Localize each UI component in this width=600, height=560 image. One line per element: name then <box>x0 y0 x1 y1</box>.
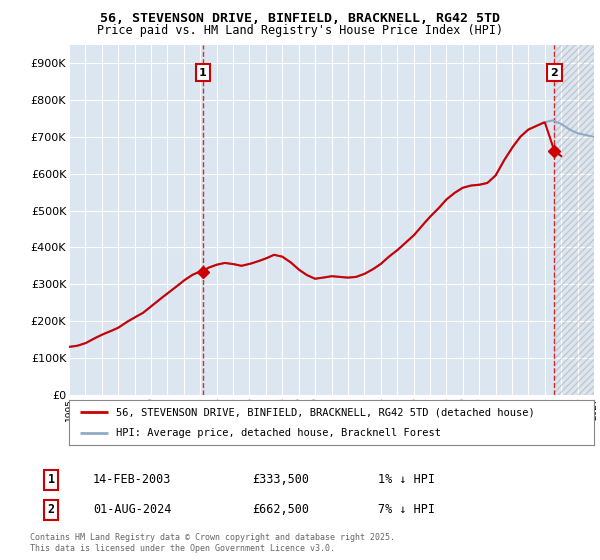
Text: 7% ↓ HPI: 7% ↓ HPI <box>378 503 435 516</box>
Text: HPI: Average price, detached house, Bracknell Forest: HPI: Average price, detached house, Brac… <box>116 428 441 438</box>
Text: 1: 1 <box>199 68 207 78</box>
Text: 56, STEVENSON DRIVE, BINFIELD, BRACKNELL, RG42 5TD: 56, STEVENSON DRIVE, BINFIELD, BRACKNELL… <box>100 12 500 25</box>
Text: 1% ↓ HPI: 1% ↓ HPI <box>378 473 435 487</box>
Text: 01-AUG-2024: 01-AUG-2024 <box>93 503 172 516</box>
Text: 1: 1 <box>47 473 55 487</box>
Text: Contains HM Land Registry data © Crown copyright and database right 2025.
This d: Contains HM Land Registry data © Crown c… <box>30 533 395 553</box>
Text: 2: 2 <box>47 503 55 516</box>
Text: 14-FEB-2003: 14-FEB-2003 <box>93 473 172 487</box>
Text: £333,500: £333,500 <box>252 473 309 487</box>
Text: £662,500: £662,500 <box>252 503 309 516</box>
Text: Price paid vs. HM Land Registry's House Price Index (HPI): Price paid vs. HM Land Registry's House … <box>97 24 503 36</box>
Text: 56, STEVENSON DRIVE, BINFIELD, BRACKNELL, RG42 5TD (detached house): 56, STEVENSON DRIVE, BINFIELD, BRACKNELL… <box>116 408 535 418</box>
Text: 2: 2 <box>550 68 558 78</box>
